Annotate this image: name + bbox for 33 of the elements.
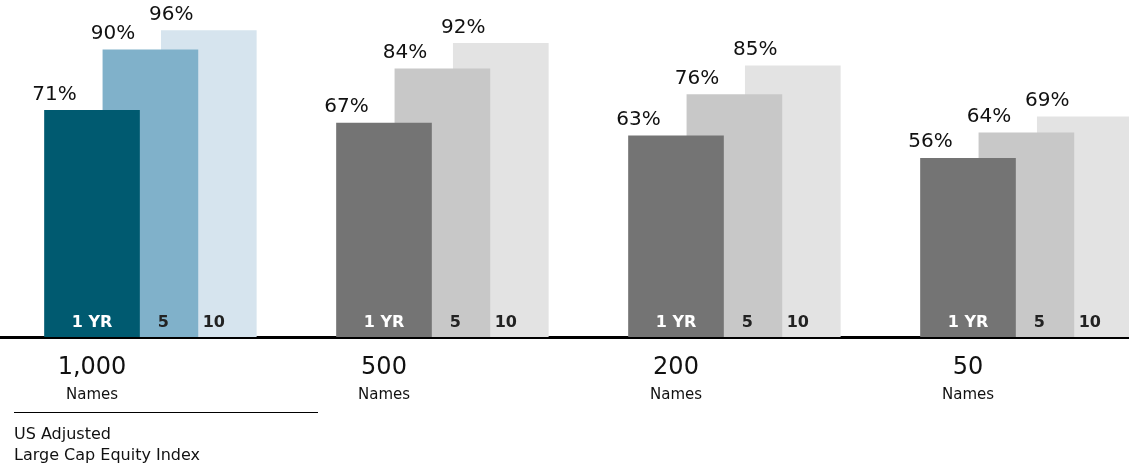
text: 1 YR xyxy=(363,312,405,331)
text: 1 YR xyxy=(947,312,989,331)
data-label: 96% xyxy=(149,0,194,25)
text: 10 xyxy=(786,312,809,331)
data-label: 67% xyxy=(324,93,369,118)
bar xyxy=(336,122,432,337)
data-label: 64% xyxy=(966,102,1012,127)
data-label: 92% xyxy=(441,13,486,38)
data-label: 63% xyxy=(616,106,661,131)
data-label: 69% xyxy=(1025,87,1070,111)
x-tick-label: 200 Names xyxy=(649,352,703,403)
bar xyxy=(920,157,1016,337)
data-label: 90% xyxy=(90,19,136,44)
series-label: 1 YR xyxy=(71,312,113,331)
data-label: 85% xyxy=(733,35,778,60)
text: 10 xyxy=(1078,312,1101,331)
data-label: 71% xyxy=(32,80,77,105)
bar xyxy=(44,110,140,337)
data-label: 56% xyxy=(908,128,953,153)
x-tick-label: 50 Names xyxy=(941,352,995,403)
text: 1 YR xyxy=(655,312,697,331)
data-label: 84% xyxy=(382,39,428,64)
series-label: 10 xyxy=(202,312,225,331)
text: 5 xyxy=(1033,312,1045,331)
series-label: 5 xyxy=(157,312,169,331)
bar xyxy=(628,135,724,337)
data-label: 76% xyxy=(674,64,720,89)
x-tick-label: 1,000 Names xyxy=(57,352,127,403)
text: 5 xyxy=(449,312,461,331)
text: 5 xyxy=(741,312,753,331)
x-tick-label: 500 Names xyxy=(357,352,411,403)
text: US Adjusted Large Cap Equity Index xyxy=(14,412,318,465)
text: 10 xyxy=(494,312,517,331)
